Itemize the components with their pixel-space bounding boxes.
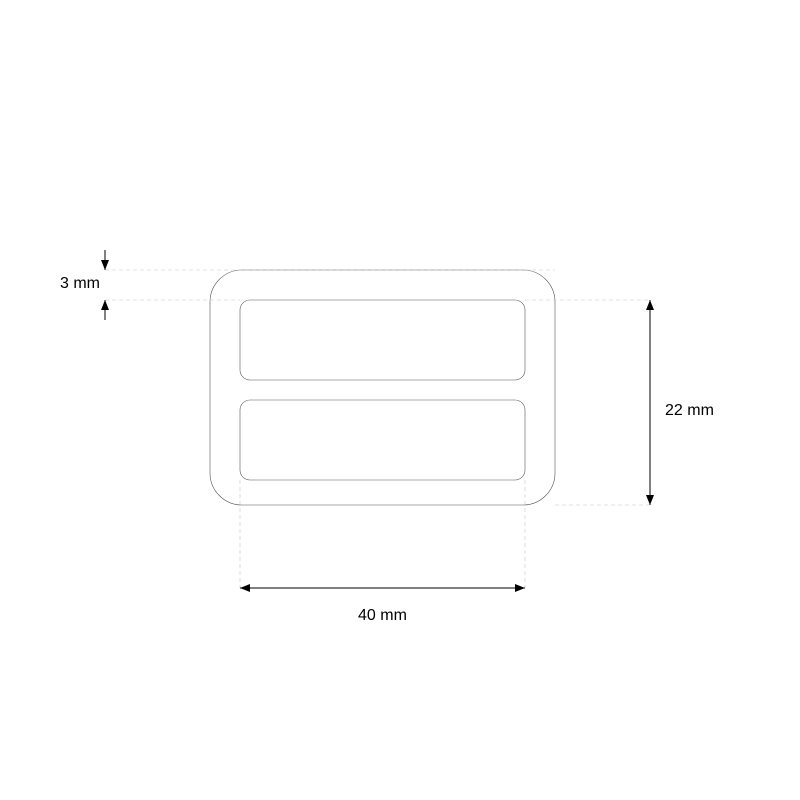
part-inner-top — [240, 300, 525, 380]
dim-width-label: 40 mm — [358, 607, 407, 624]
dim-height — [646, 300, 654, 505]
part-inner-bottom — [240, 400, 525, 480]
dim-thickness-label: 3 mm — [60, 275, 100, 292]
technical-drawing: 3 mm 40 mm 22 mm — [0, 0, 800, 800]
dim-width — [240, 584, 525, 592]
part-outer-outline — [210, 270, 555, 505]
dim-height-label: 22 mm — [665, 402, 714, 419]
dim-thickness — [101, 250, 109, 320]
